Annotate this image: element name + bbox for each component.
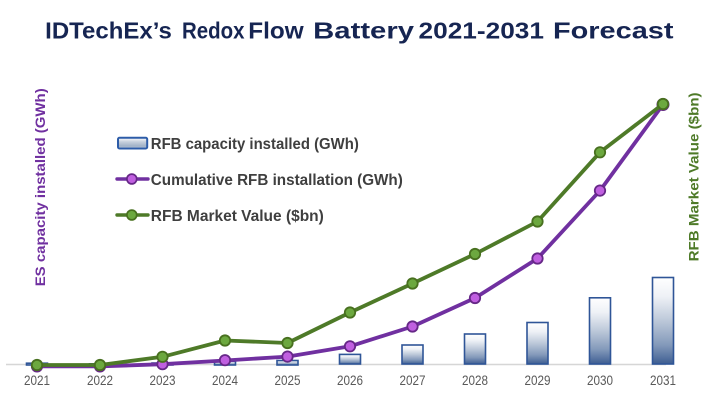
svg-text:2026: 2026 [337, 372, 363, 388]
svg-text:RFB capacity installed (GWh): RFB capacity installed (GWh) [151, 136, 359, 153]
svg-text:Cumulative RFB installation (G: Cumulative RFB installation (GWh) [151, 172, 403, 189]
svg-text:2029: 2029 [525, 372, 551, 388]
svg-text:2030: 2030 [587, 372, 613, 388]
svg-text:2023: 2023 [150, 372, 176, 388]
svg-text:2021: 2021 [24, 372, 50, 388]
svg-text:RFB Market Value ($bn): RFB Market Value ($bn) [151, 208, 324, 225]
svg-text:2031: 2031 [650, 372, 676, 388]
svg-text:2024: 2024 [212, 372, 238, 388]
svg-text:2028: 2028 [462, 372, 488, 388]
svg-text:2022: 2022 [87, 372, 113, 388]
svg-text:2025: 2025 [275, 372, 301, 388]
svg-text:RFB Market Value ($bn): RFB Market Value ($bn) [687, 92, 702, 261]
svg-text:2027: 2027 [400, 372, 426, 388]
svg-text:ES capacity installed (GWh): ES capacity installed (GWh) [33, 88, 48, 286]
